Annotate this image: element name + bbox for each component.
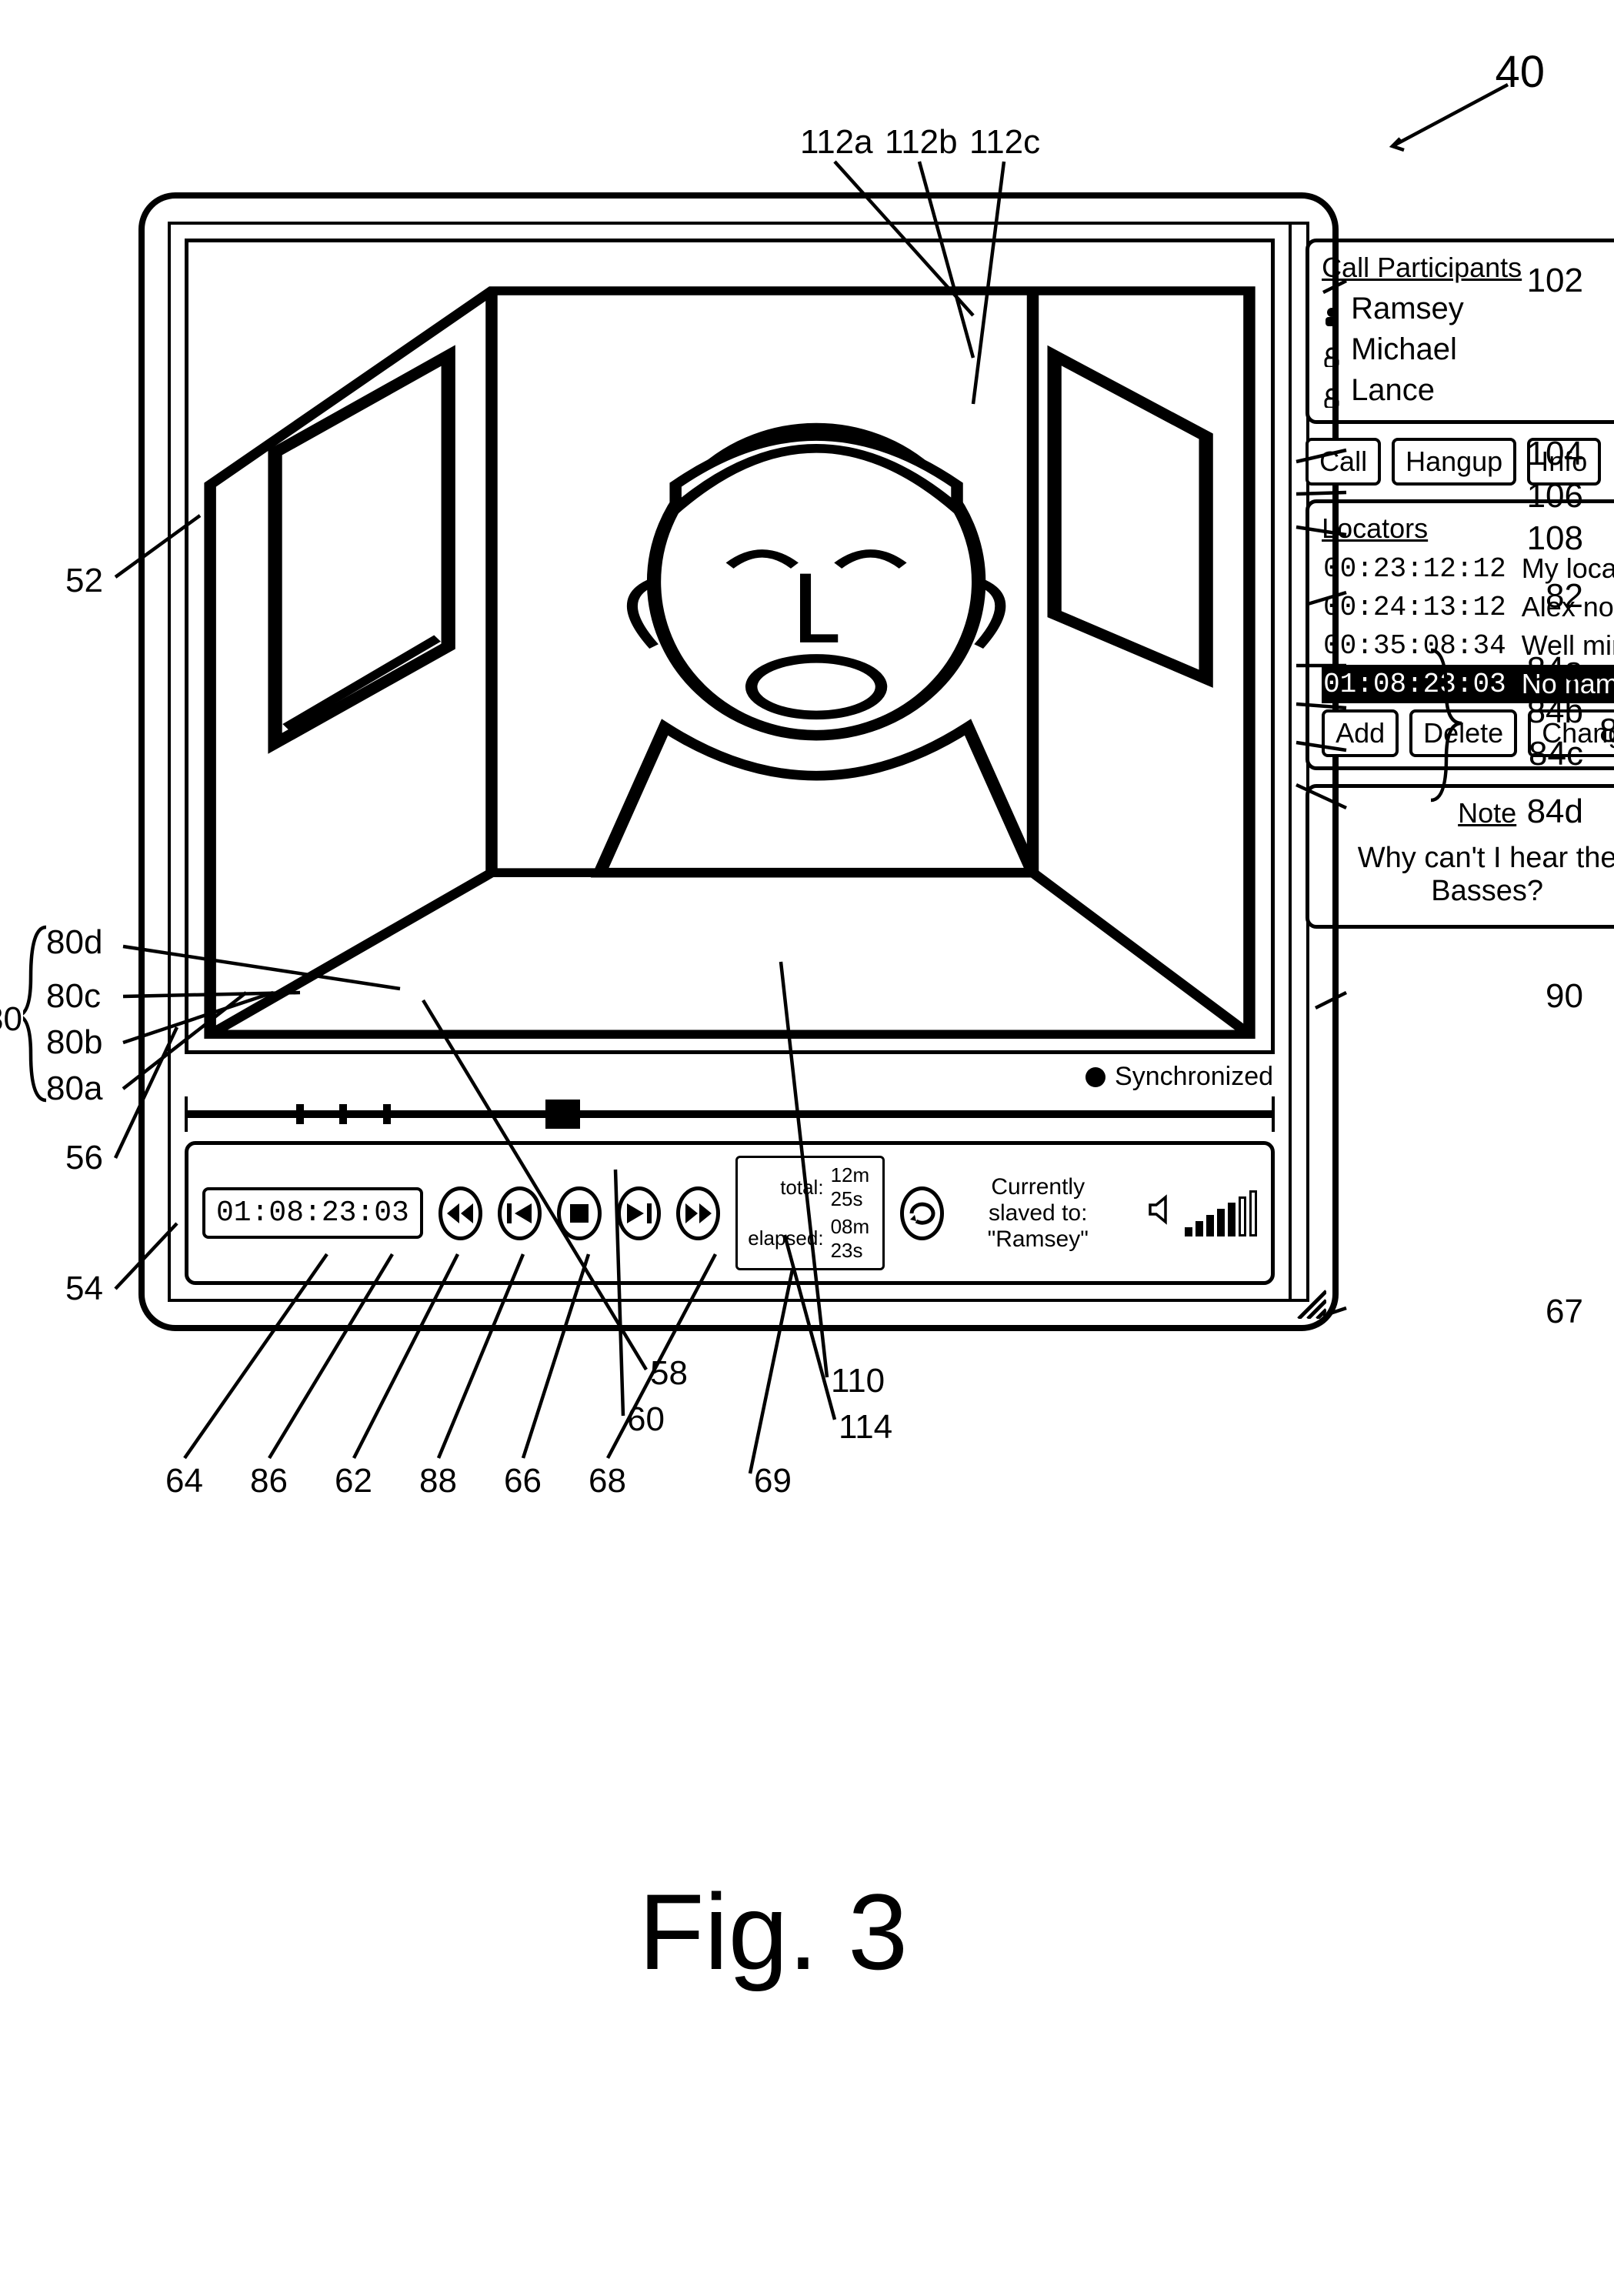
volume-bar [1195, 1221, 1203, 1236]
time-info: total:12m 25s elapsed:08m 23s [735, 1156, 885, 1270]
ref-82: 82 [1546, 577, 1583, 616]
volume-bar [1228, 1203, 1236, 1236]
ref-84c: 84c [1529, 735, 1583, 773]
ref-80c: 80c [46, 977, 101, 1016]
loop-button[interactable] [900, 1186, 944, 1240]
call-button[interactable]: Call [1306, 438, 1381, 486]
ref-56: 56 [65, 1139, 103, 1177]
ref-110: 110 [831, 1362, 885, 1400]
ref-84b: 84b [1527, 692, 1583, 731]
ref-62: 62 [335, 1462, 372, 1500]
timecode-display: 01:08:23:03 [202, 1187, 423, 1239]
volume-bar [1249, 1190, 1257, 1236]
scrubber-marker[interactable] [383, 1104, 391, 1124]
add-locator-button[interactable]: Add [1322, 709, 1399, 757]
ref-112c: 112c [969, 123, 1040, 162]
slaved-status: Currently slaved to: "Ramsey" [959, 1174, 1116, 1253]
ref-106: 106 [1527, 477, 1583, 516]
ref-90: 90 [1546, 977, 1583, 1016]
screen: Synchronized 01:08:23:03 [168, 222, 1309, 1302]
participant-icon [1322, 340, 1342, 360]
sync-label: Synchronized [1115, 1062, 1273, 1092]
next-frame-button[interactable] [617, 1186, 661, 1240]
hangup-button[interactable]: Hangup [1392, 438, 1516, 486]
ref-67: 67 [1546, 1293, 1583, 1331]
volume-bar [1185, 1227, 1192, 1236]
locator-timecode: 00:24:13:12 [1323, 592, 1506, 623]
ref-69: 69 [754, 1462, 792, 1500]
ref-102: 102 [1527, 262, 1583, 300]
volume-bar [1206, 1215, 1214, 1236]
locator-timecode: 00:23:12:12 [1323, 553, 1506, 585]
ref-68: 68 [589, 1462, 626, 1500]
left-pane: Synchronized 01:08:23:03 [171, 225, 1292, 1299]
figure-label: Fig. 3 [639, 1870, 908, 1994]
fast-forward-button[interactable] [676, 1186, 720, 1240]
scrubber-track [188, 1110, 1272, 1118]
ref-104: 104 [1527, 435, 1583, 473]
ref-108: 108 [1527, 519, 1583, 558]
ref-66: 66 [504, 1462, 542, 1500]
scrubber[interactable] [185, 1096, 1275, 1132]
participant-row[interactable]: Lance [1322, 370, 1614, 411]
volume-bar [1217, 1209, 1225, 1236]
ref-40: 40 [1495, 46, 1545, 98]
device-bezel: Synchronized 01:08:23:03 [138, 192, 1339, 1331]
ref-114: 114 [839, 1408, 892, 1447]
note-text: Why can't I hear the Basses? [1322, 834, 1614, 916]
locator-timecode: 00:35:08:34 [1323, 630, 1506, 662]
resize-grip-icon [1291, 1283, 1326, 1319]
ref-58: 58 [650, 1354, 688, 1393]
ref-80d: 80d [46, 923, 102, 962]
ref-112a: 112a [800, 123, 873, 162]
scrubber-marker[interactable] [296, 1104, 304, 1124]
ref-88: 88 [419, 1462, 457, 1500]
locator-timecode: 01:08:23:03 [1323, 669, 1506, 700]
ref-84d: 84d [1527, 793, 1583, 831]
sync-row: Synchronized [171, 1059, 1289, 1092]
participant-name: Ramsey [1351, 292, 1464, 326]
ref-84a: 84a [1527, 650, 1583, 689]
delete-locator-button[interactable]: Delete [1409, 709, 1517, 757]
figure-stage: Synchronized 01:08:23:03 [23, 23, 1591, 2273]
ref-80b: 80b [46, 1023, 102, 1062]
transport-controls: 01:08:23:03 [185, 1141, 1275, 1285]
ref-80a: 80a [46, 1070, 102, 1108]
ref-60: 60 [627, 1400, 665, 1439]
ref-64: 64 [165, 1462, 203, 1500]
speaker-icon [1147, 1194, 1178, 1233]
rewind-button[interactable] [439, 1186, 482, 1240]
video-area [185, 239, 1275, 1054]
volume-meter[interactable] [1147, 1190, 1257, 1236]
participant-name: Michael [1351, 332, 1457, 367]
participant-icon [1322, 299, 1342, 319]
ref-84: 84 [1599, 712, 1614, 750]
prev-frame-button[interactable] [498, 1186, 542, 1240]
ref-80: 80 [0, 1000, 22, 1039]
volume-bar [1239, 1196, 1246, 1236]
scrubber-playhead[interactable] [545, 1100, 580, 1129]
participant-row[interactable]: Michael [1322, 329, 1614, 370]
video-placeholder [188, 242, 1271, 1050]
stop-button[interactable] [557, 1186, 601, 1240]
sync-dot-icon [1085, 1067, 1105, 1087]
scrubber-marker[interactable] [339, 1104, 347, 1124]
ref-54: 54 [65, 1270, 103, 1308]
ref-112b: 112b [885, 123, 958, 162]
participant-icon [1322, 381, 1342, 401]
ref-86: 86 [250, 1462, 288, 1500]
ref-52: 52 [65, 562, 103, 600]
participant-name: Lance [1351, 373, 1435, 408]
